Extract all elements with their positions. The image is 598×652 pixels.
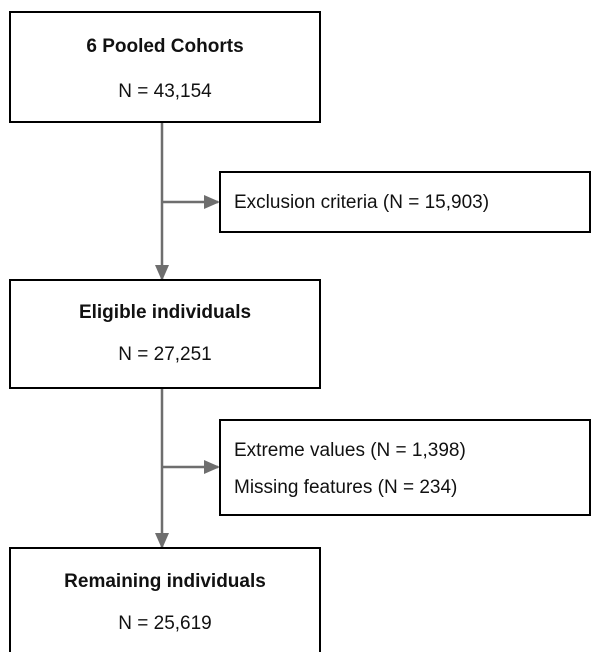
node-count: N = 25,619 (118, 613, 212, 634)
exclusion-box (219, 171, 591, 233)
node-box (9, 11, 321, 123)
node-box (9, 547, 321, 652)
node-title: Eligible individuals (79, 302, 251, 323)
node-box (9, 279, 321, 389)
exclusion-text: Missing features (N = 234) (234, 477, 457, 498)
node-count: N = 43,154 (118, 81, 212, 102)
exclusion-text: Exclusion criteria (N = 15,903) (234, 192, 489, 213)
node-title: 6 Pooled Cohorts (86, 36, 243, 57)
node-count: N = 27,251 (118, 344, 212, 365)
exclusion-text: Extreme values (N = 1,398) (234, 440, 466, 461)
node-title: Remaining individuals (64, 571, 266, 592)
exclusion-box (219, 419, 591, 516)
